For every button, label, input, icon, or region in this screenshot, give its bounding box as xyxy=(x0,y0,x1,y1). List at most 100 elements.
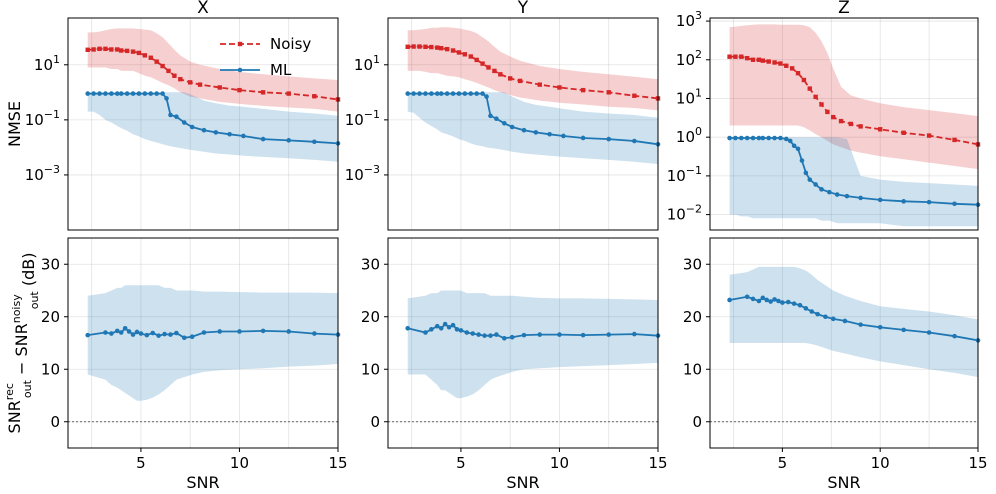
data-point-ml xyxy=(488,113,493,119)
data-point-ml xyxy=(168,112,173,118)
data-point-noisy xyxy=(260,90,266,95)
data-point-ml xyxy=(606,332,612,337)
data-point-noisy xyxy=(739,54,744,59)
data-point-noisy xyxy=(166,68,171,74)
data-point-noisy xyxy=(136,50,142,56)
data-point-ml xyxy=(807,177,813,182)
data-point-ml xyxy=(103,330,108,335)
data-point-ml xyxy=(501,335,507,341)
data-point-ml xyxy=(760,135,766,141)
data-point-ml xyxy=(114,91,120,96)
data-point-ml xyxy=(442,321,448,327)
band-noisy xyxy=(87,28,338,112)
panel-title: Z xyxy=(838,0,850,18)
data-point-ml xyxy=(144,332,150,338)
data-point-noisy xyxy=(772,60,777,65)
data-point-ml xyxy=(148,91,154,96)
data-point-ml xyxy=(444,91,450,96)
data-point-ml xyxy=(138,331,144,336)
data-point-ml xyxy=(150,330,156,336)
data-point-ml xyxy=(85,91,91,96)
data-point-noisy xyxy=(492,68,497,74)
data-point-ml xyxy=(429,327,434,332)
data-point-ml xyxy=(738,135,744,141)
data-point-ml xyxy=(827,189,832,195)
data-point-ml xyxy=(791,143,797,149)
data-point-ml xyxy=(772,135,777,141)
data-point-noisy xyxy=(124,48,130,54)
x-tick-label: 10 xyxy=(871,454,890,472)
data-point-ml xyxy=(791,301,797,306)
data-point-ml xyxy=(547,131,552,137)
data-point-ml xyxy=(476,332,481,337)
data-point-ml xyxy=(768,299,773,304)
y-tick-label: 100 xyxy=(676,125,702,146)
data-point-ml xyxy=(803,170,809,176)
x-tick-label: 5 xyxy=(456,454,466,472)
data-point-ml xyxy=(509,124,515,130)
data-point-ml xyxy=(764,297,770,303)
legend-marker xyxy=(237,41,243,47)
data-point-ml xyxy=(423,330,428,335)
x-axis-label: SNR xyxy=(506,473,539,492)
data-point-ml xyxy=(606,136,612,142)
data-point-ml xyxy=(521,127,527,133)
data-point-noisy xyxy=(733,54,738,59)
data-point-noisy xyxy=(405,44,410,49)
data-point-ml xyxy=(780,300,785,305)
data-point-ml xyxy=(727,297,732,303)
data-point-ml xyxy=(484,94,489,99)
data-point-ml xyxy=(776,298,781,304)
panel-p2: 103 102 101 100 10−1 10−2 Z xyxy=(667,0,981,231)
data-point-noisy xyxy=(858,124,863,129)
data-point-ml xyxy=(803,306,809,311)
data-point-ml xyxy=(450,322,456,328)
data-point-noisy xyxy=(115,47,120,52)
data-point-ml xyxy=(103,91,108,96)
data-point-ml xyxy=(286,138,292,143)
data-point-ml xyxy=(509,334,515,340)
y-tick-label: 10−1 xyxy=(25,108,60,129)
data-point-ml xyxy=(181,335,187,341)
data-point-ml xyxy=(434,323,440,329)
y-tick-label: 101 xyxy=(354,53,380,74)
y-tick-label: 101 xyxy=(676,86,702,107)
y-tick-label: 10−3 xyxy=(345,163,380,184)
data-point-noisy xyxy=(172,73,177,78)
data-point-ml xyxy=(411,91,416,96)
axes-frame xyxy=(709,237,979,449)
data-point-noisy xyxy=(606,90,611,95)
data-point-ml xyxy=(632,331,637,337)
data-point-noisy xyxy=(778,61,783,66)
data-point-ml xyxy=(97,91,102,96)
data-point-noisy xyxy=(813,94,818,100)
data-point-ml xyxy=(450,91,456,96)
data-point-ml xyxy=(456,91,462,96)
data-point-ml xyxy=(809,309,815,314)
data-point-noisy xyxy=(286,91,291,96)
data-point-ml xyxy=(901,327,906,333)
data-point-ml xyxy=(470,331,476,336)
data-point-noisy xyxy=(825,109,830,115)
data-point-ml xyxy=(423,91,428,96)
data-point-noisy xyxy=(789,66,795,71)
data-point-ml xyxy=(429,91,434,96)
data-point-ml xyxy=(744,294,750,300)
data-point-ml xyxy=(114,328,120,334)
data-point-noisy xyxy=(197,82,203,87)
data-point-ml xyxy=(181,120,187,125)
y-axis-label: NMSE xyxy=(5,101,24,147)
data-point-ml xyxy=(286,329,292,334)
data-point-noisy xyxy=(450,48,456,53)
data-point-ml xyxy=(815,311,820,317)
data-point-ml xyxy=(480,91,485,96)
panel-p5: 30 20 10 0 5 10 15 SNR xyxy=(683,237,988,492)
data-point-noisy xyxy=(444,46,450,52)
data-point-ml xyxy=(124,91,130,96)
data-point-ml xyxy=(474,91,479,96)
data-point-noisy xyxy=(417,44,422,49)
data-point-ml xyxy=(557,332,562,337)
x-axis-label: SNR xyxy=(827,473,860,492)
x-tick-label: 5 xyxy=(136,454,146,472)
data-point-noisy xyxy=(178,76,183,82)
